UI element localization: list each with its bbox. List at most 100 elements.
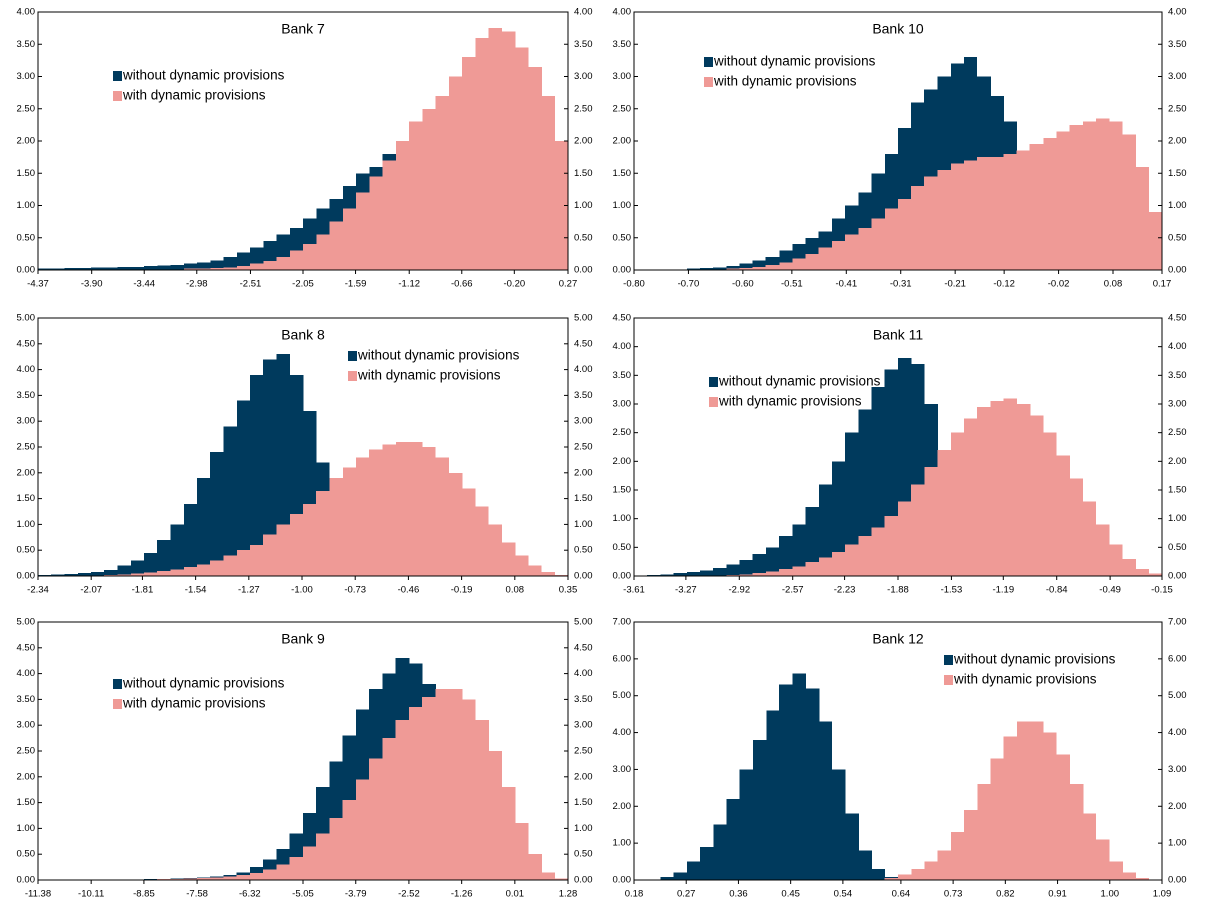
histogram-bar xyxy=(845,234,859,270)
x-tick-label: 0.27 xyxy=(677,889,696,900)
histogram-bar xyxy=(170,264,185,270)
y-tick-label: 2.50 xyxy=(17,746,36,757)
histogram-bar xyxy=(488,28,503,270)
histogram-bar xyxy=(356,192,370,270)
x-tick-label: -0.80 xyxy=(623,279,645,290)
histogram-bar xyxy=(488,751,503,880)
panel-title: Bank 12 xyxy=(872,631,924,647)
histogram-bar xyxy=(766,547,780,576)
y-tick-label-right: 4.50 xyxy=(574,338,593,349)
histogram-bar xyxy=(541,95,556,270)
histogram-bar xyxy=(117,574,132,576)
histogram-bar xyxy=(1043,732,1057,880)
histogram-bar xyxy=(739,268,753,270)
histogram-bar xyxy=(712,267,727,270)
histogram-bar xyxy=(541,872,556,880)
histogram-bar xyxy=(779,684,793,880)
histogram-bar xyxy=(210,260,224,270)
histogram-bar xyxy=(104,267,118,270)
histogram-bar xyxy=(819,721,833,880)
x-tick-label: -7.58 xyxy=(186,889,208,900)
histogram-bar xyxy=(1135,877,1149,880)
histogram-bar xyxy=(289,856,304,880)
histogram-bar xyxy=(858,228,872,270)
histogram-bar xyxy=(976,157,991,270)
y-tick-label: 0.00 xyxy=(613,875,632,886)
histogram-bar xyxy=(752,260,767,270)
y-tick-label-right: 2.50 xyxy=(1168,103,1187,114)
histogram-bar xyxy=(144,266,158,270)
histogram-bar xyxy=(448,76,463,270)
legend-swatch xyxy=(113,699,122,709)
y-tick-label-right: 4.00 xyxy=(574,364,593,375)
y-tick-label-right: 4.00 xyxy=(1168,727,1187,738)
y-tick-label-right: 0.50 xyxy=(1168,542,1187,553)
y-tick-label: 4.00 xyxy=(613,727,632,738)
y-tick-label: 3.50 xyxy=(17,694,36,705)
y-tick-label: 3.50 xyxy=(613,39,632,50)
histogram-bar xyxy=(236,550,251,576)
x-tick-label: -2.34 xyxy=(27,585,49,596)
x-tick-label: -1.12 xyxy=(398,279,420,290)
x-tick-label: 0.01 xyxy=(506,889,525,900)
histogram-bar xyxy=(1148,573,1163,576)
histogram-bar xyxy=(1083,121,1097,271)
y-tick-label: 4.00 xyxy=(17,7,36,18)
histogram-bar xyxy=(686,861,701,880)
y-tick-label: 4.50 xyxy=(17,642,36,653)
histogram-bar xyxy=(409,707,423,880)
histogram-bar xyxy=(1069,124,1084,270)
y-tick-label-right: 3.00 xyxy=(1168,399,1187,410)
histogram-bar xyxy=(77,572,92,576)
x-tick-label: 0.36 xyxy=(729,889,748,900)
histogram-bar xyxy=(210,877,224,880)
x-tick-label: -0.51 xyxy=(781,279,803,290)
histogram-bar xyxy=(329,221,344,270)
legend-label: without dynamic provisions xyxy=(122,676,285,691)
histogram-bar xyxy=(144,552,158,576)
histogram-bar xyxy=(197,262,211,270)
y-tick-label: 2.00 xyxy=(17,771,36,782)
histogram-bar xyxy=(342,800,357,880)
y-tick-label-right: 1.00 xyxy=(574,823,593,834)
x-tick-label: -0.73 xyxy=(344,585,366,596)
y-tick-label-right: 0.50 xyxy=(574,849,593,860)
y-tick-label-right: 2.50 xyxy=(574,103,593,114)
y-tick-label: 2.00 xyxy=(613,136,632,147)
x-tick-label: -3.27 xyxy=(675,585,697,596)
histogram-bar xyxy=(382,444,397,576)
y-tick-label: 5.00 xyxy=(17,617,36,628)
histogram-bar xyxy=(462,57,476,271)
histogram-bar xyxy=(356,457,370,576)
histogram-bar xyxy=(805,562,820,576)
histogram-bar xyxy=(395,441,410,576)
y-tick-label: 1.00 xyxy=(613,200,632,211)
histogram-bar xyxy=(845,544,859,576)
histogram-bar xyxy=(183,503,198,576)
x-tick-label: 0.08 xyxy=(506,585,525,596)
y-tick-label: 2.50 xyxy=(17,103,36,114)
histogram-bar xyxy=(157,265,171,270)
histogram-bar xyxy=(236,400,251,576)
histogram-bar xyxy=(1030,415,1044,576)
histogram-bar xyxy=(488,524,503,576)
histogram-bar xyxy=(197,477,211,576)
histogram-bar xyxy=(805,253,819,270)
y-tick-label-right: 1.50 xyxy=(574,168,593,179)
y-tick-label: 0.50 xyxy=(17,545,36,556)
histogram-bar xyxy=(805,507,820,576)
histogram-bar xyxy=(104,574,118,576)
legend-label: with dynamic provisions xyxy=(357,368,501,383)
histogram-bar xyxy=(501,787,516,880)
legend-label: without dynamic provisions xyxy=(357,348,520,363)
histogram-bar xyxy=(276,354,291,576)
x-tick-label: 0.27 xyxy=(559,279,578,290)
legend-swatch xyxy=(704,57,713,67)
y-tick-label: 3.00 xyxy=(17,720,36,731)
y-tick-label-right: 1.00 xyxy=(1168,513,1187,524)
histogram-bar xyxy=(130,266,145,270)
y-tick-label: 1.50 xyxy=(17,168,36,179)
panel-title: Bank 11 xyxy=(873,327,924,343)
y-tick-label: 1.50 xyxy=(613,485,632,496)
histogram-bar xyxy=(435,457,450,576)
